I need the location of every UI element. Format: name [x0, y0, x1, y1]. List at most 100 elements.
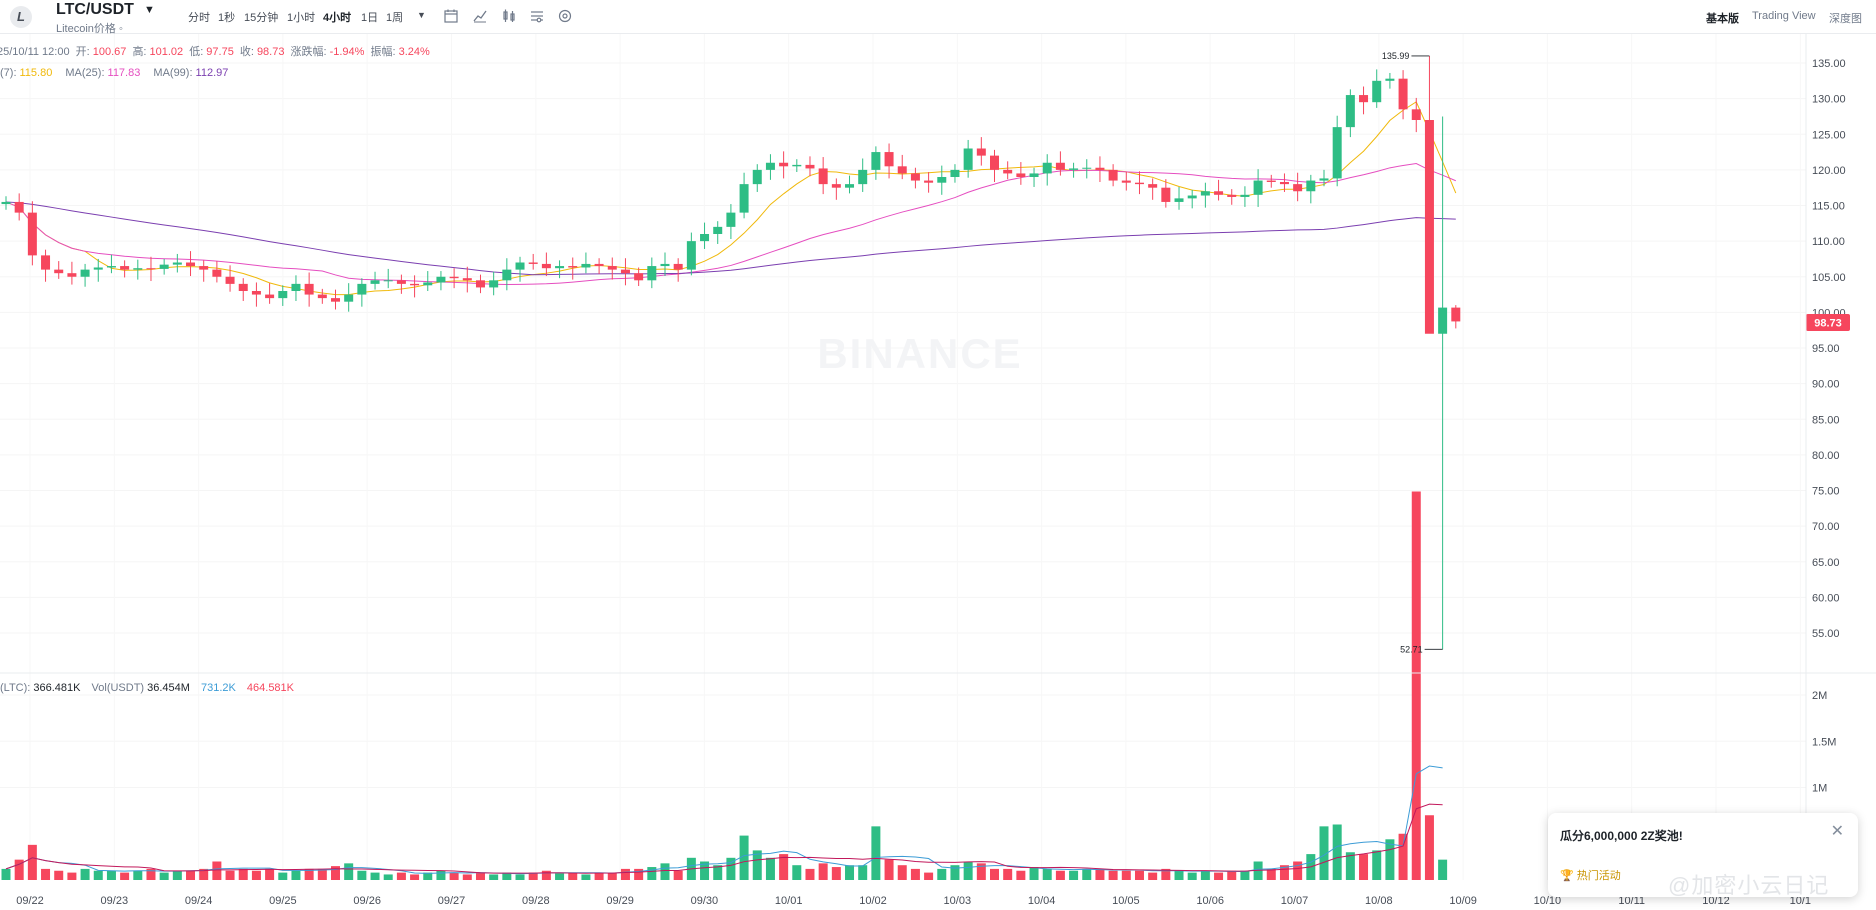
candle-body [1161, 187, 1171, 202]
calendar-icon[interactable] [443, 8, 459, 24]
volume-bar [172, 870, 182, 880]
ma99-value: 112.97 [195, 67, 229, 79]
date-tick-label: 09/30 [691, 895, 719, 907]
gear-icon[interactable] [557, 8, 573, 24]
candle-body [673, 263, 683, 270]
volume-bar [396, 872, 406, 880]
candle-body [1332, 127, 1342, 179]
vol-usdt-value: 36.454M [147, 682, 190, 694]
price-tick-label: 120.00 [1812, 165, 1846, 177]
hot-events-link[interactable]: 🏆 热门活动 [1560, 867, 1621, 883]
candle-body [1042, 162, 1052, 174]
interval-1d[interactable]: 1日 [361, 12, 379, 24]
volume-bar [581, 874, 591, 880]
volume-bar [502, 872, 512, 880]
close-label: 收: [239, 46, 254, 58]
candle-body [739, 184, 749, 213]
candle-body [1029, 173, 1039, 177]
close-icon[interactable]: ✕ [1830, 823, 1844, 840]
chart-grid [0, 34, 1806, 880]
volume-bar [528, 872, 538, 880]
volume-bar [41, 868, 51, 880]
volume-bar [924, 872, 934, 880]
volume-bar [1345, 852, 1355, 880]
volume-bar [1108, 870, 1118, 880]
volume-bar [317, 868, 327, 880]
date-tick-label: 09/25 [269, 895, 297, 907]
volume-bar [304, 868, 314, 880]
volume-bar [1003, 868, 1013, 880]
line-chart-icon[interactable] [472, 8, 488, 24]
amplitude-value: 3.24% [398, 46, 430, 58]
volume-bar [80, 868, 90, 880]
volume-bar [726, 857, 736, 880]
candle-body [1359, 95, 1369, 103]
volume-tick-label: 2M [1812, 690, 1827, 702]
interval-time[interactable]: 分时 [188, 12, 210, 24]
candle-body [1134, 182, 1144, 185]
hot-events-label: 热门活动 [1576, 870, 1621, 882]
date-tick-label: 09/24 [185, 895, 213, 907]
candle-body [67, 273, 77, 277]
volume-bar [462, 874, 472, 880]
chart-toolbar: L LTC/USDT ▼ Litecoin价格 ◦ 分时 1秒 15分钟 1小时… [0, 0, 1876, 35]
candle-body [1, 201, 11, 205]
interval-1h[interactable]: 1小时 [287, 12, 316, 24]
candle-body [396, 280, 406, 284]
volume-bar [475, 872, 485, 880]
candle-body [818, 168, 828, 185]
date-tick-label: 10/09 [1449, 895, 1477, 907]
candle-body [607, 266, 617, 270]
volume-bar [765, 857, 775, 880]
volume-ma10-line [5, 803, 1443, 874]
volume-bar [634, 868, 644, 880]
price-tick-label: 65.00 [1812, 557, 1840, 569]
candle-body [475, 280, 485, 288]
chevron-down-icon[interactable]: ▼ [144, 4, 155, 16]
candle-body [106, 266, 116, 268]
candle-body [93, 267, 103, 270]
interval-1w[interactable]: 1周 [386, 12, 404, 24]
interval-15m[interactable]: 15分钟 [244, 12, 279, 24]
popup-title: 瓜分6,000,000 2Z奖池! [1560, 829, 1683, 843]
tab-tradingview[interactable]: Trading View [1752, 10, 1816, 22]
volume-ma5-line [5, 765, 1443, 875]
tab-depth[interactable]: 深度图 [1829, 13, 1862, 25]
volume-bar [739, 835, 749, 880]
candle-body [1398, 78, 1408, 110]
volume-bar [1385, 839, 1395, 880]
more-intervals-chevron-icon[interactable]: ▼ [417, 10, 426, 20]
volume-bar [383, 874, 393, 880]
ma99-line [5, 201, 1456, 276]
tab-basic[interactable]: 基本版 [1706, 13, 1739, 25]
volume-bar [515, 874, 525, 880]
volume-bar [752, 850, 762, 880]
price-tick-label: 95.00 [1812, 343, 1840, 355]
indicator-settings-icon[interactable] [529, 8, 545, 24]
volume-bar [845, 865, 855, 880]
candle-type-icon[interactable] [501, 8, 517, 24]
price-tick-label: 105.00 [1812, 272, 1846, 284]
volume-bar [831, 867, 841, 880]
volume-bar [1161, 868, 1171, 880]
volume-bar [54, 870, 64, 880]
candle-body [1266, 180, 1276, 182]
candle-body [1227, 194, 1237, 197]
date-tick-label: 10/03 [944, 895, 972, 907]
close-value: 98.73 [256, 46, 285, 58]
candle-body [14, 201, 24, 213]
pair-title[interactable]: LTC/USDT [56, 1, 134, 18]
interval-1s[interactable]: 1秒 [218, 12, 236, 24]
candle-body [1055, 162, 1065, 170]
candle-body [54, 269, 64, 274]
candle-body [186, 262, 196, 267]
candle-body [120, 266, 130, 270]
candle-body [1148, 184, 1158, 188]
candle-body [41, 255, 51, 270]
candle-body [278, 291, 288, 299]
volume-bar [1148, 872, 1158, 880]
interval-4h[interactable]: 4小时 [323, 12, 352, 24]
price-tick-label: 85.00 [1812, 414, 1840, 426]
candle-body [871, 152, 881, 170]
